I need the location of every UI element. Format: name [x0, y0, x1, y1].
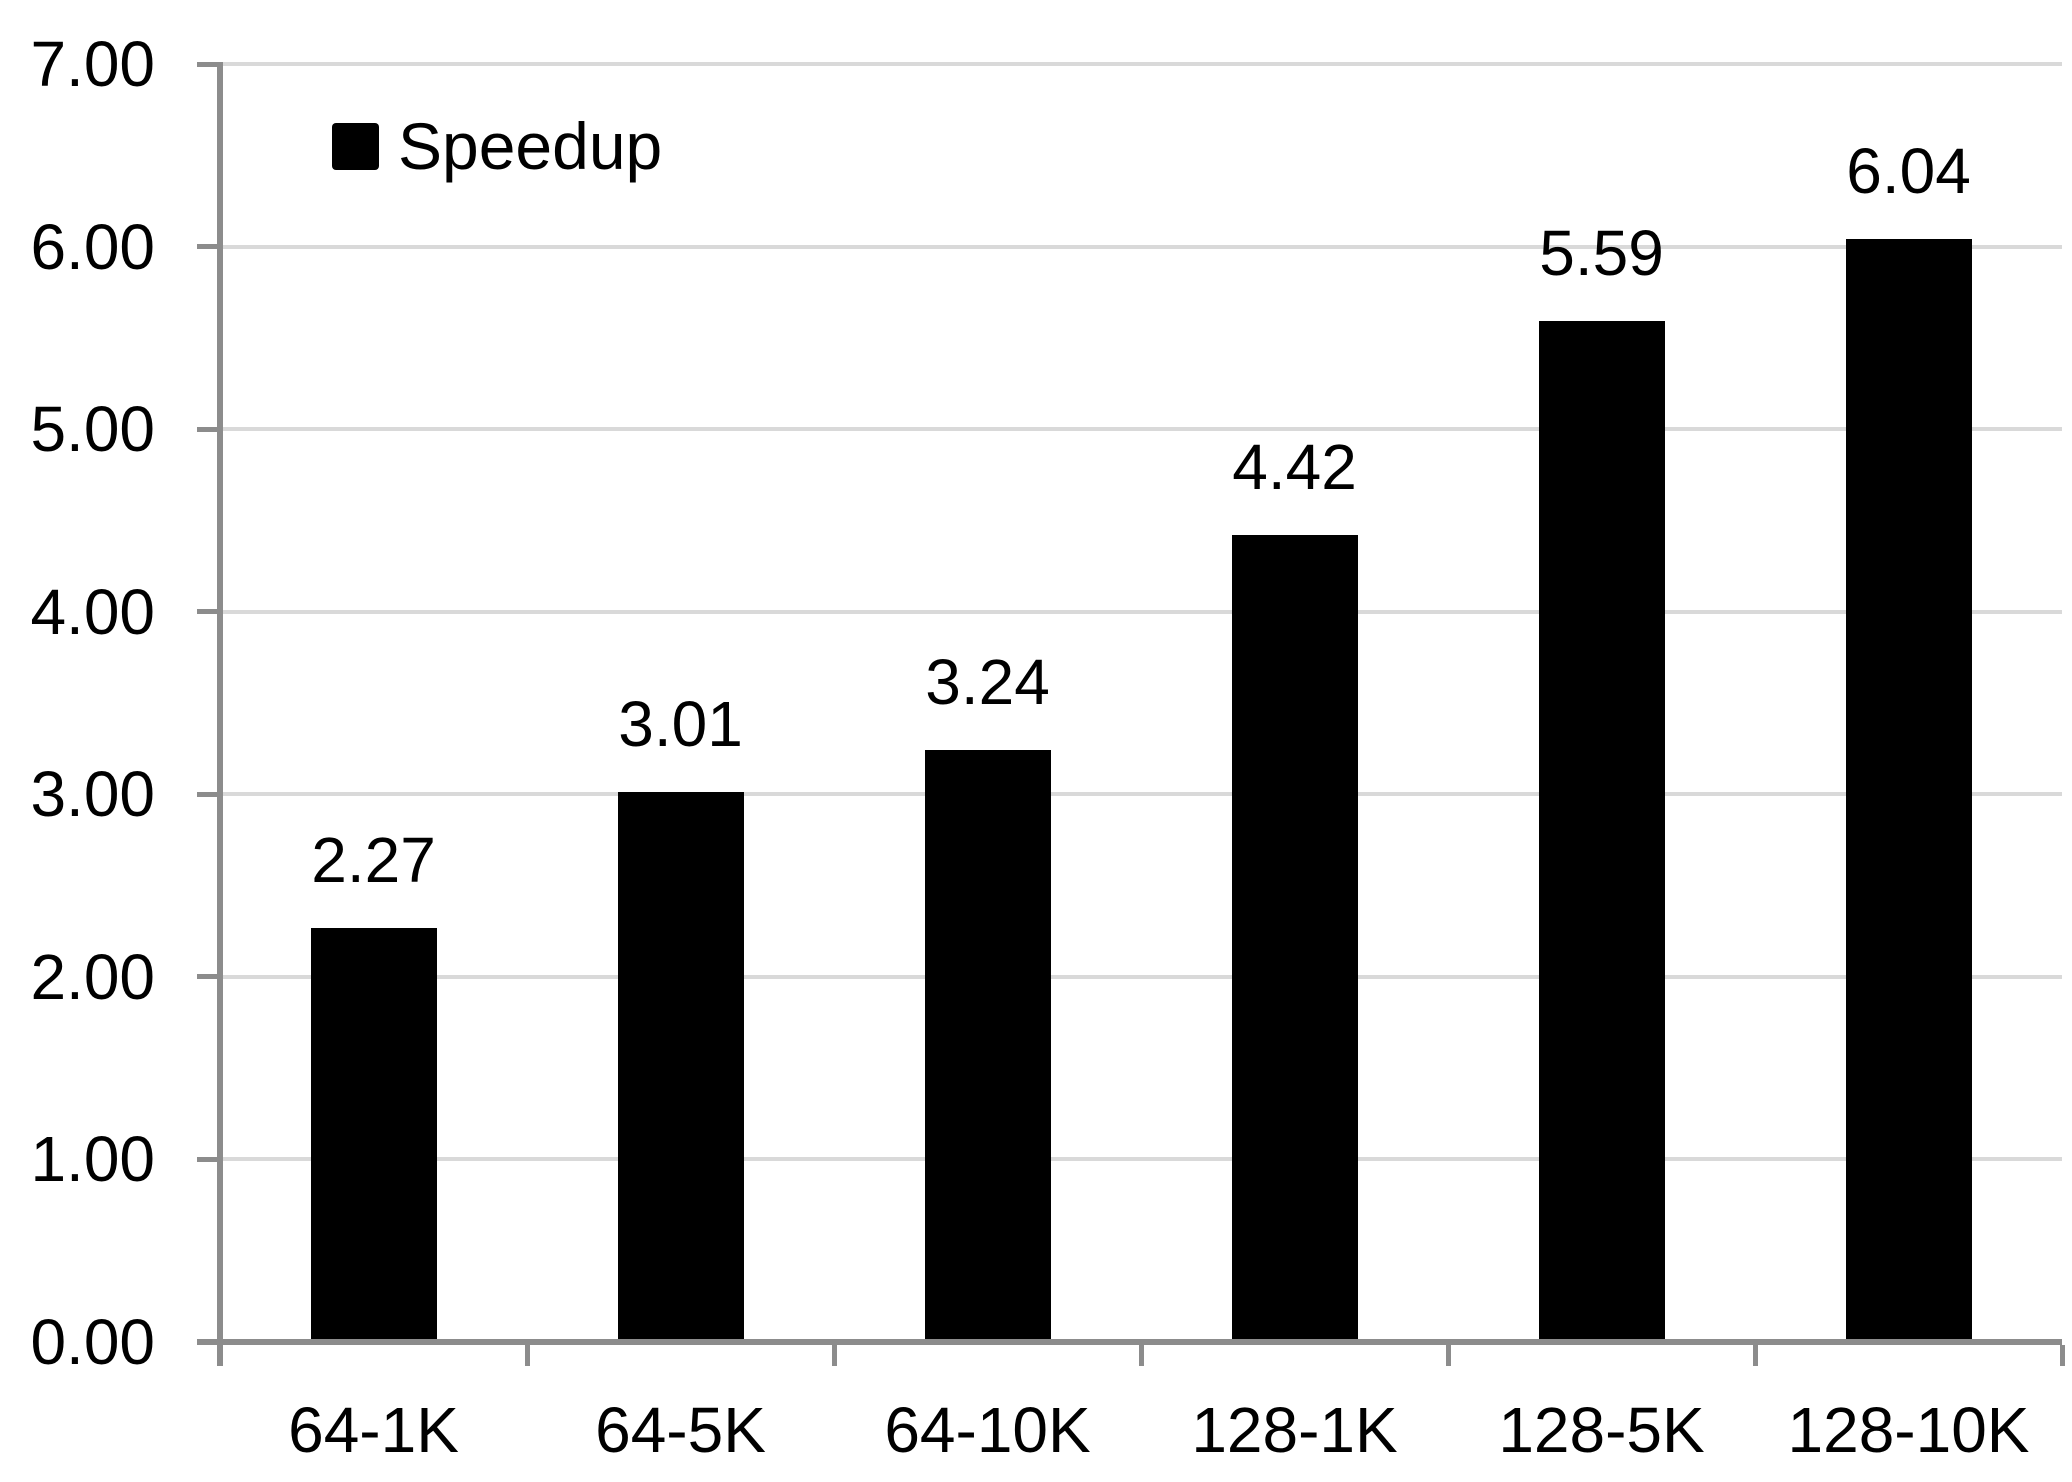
x-tick — [1752, 1345, 1758, 1366]
bar-value-label: 6.04 — [1846, 135, 1971, 208]
y-gridline — [220, 244, 2062, 249]
x-tick — [1138, 1345, 1144, 1366]
bar-value-label: 5.59 — [1539, 217, 1664, 290]
x-category-label: 128-1K — [1191, 1394, 1398, 1466]
bar — [310, 927, 437, 1342]
x-category-label: 128-10K — [1787, 1394, 2030, 1466]
bar-value-label: 4.42 — [1232, 431, 1357, 504]
y-gridline — [220, 62, 2062, 66]
bar-value-label: 2.27 — [311, 823, 436, 896]
y-tick — [197, 426, 220, 432]
y-axis-tick-label: 3.00 — [30, 758, 155, 831]
bar-value-label: 3.01 — [618, 688, 743, 761]
x-category-label: 128-5K — [1498, 1394, 1705, 1466]
bar — [1538, 321, 1665, 1342]
y-axis-tick-label: 4.00 — [30, 575, 155, 648]
y-axis-tick-label: 2.00 — [30, 940, 155, 1013]
legend-swatch — [332, 122, 379, 170]
y-tick — [197, 244, 220, 250]
bar — [924, 750, 1051, 1342]
y-axis-tick-label: 1.00 — [30, 1123, 155, 1196]
bar — [617, 792, 744, 1342]
y-axis-tick-label: 6.00 — [30, 210, 155, 283]
bar-value-label: 3.24 — [925, 646, 1050, 719]
x-tick — [1445, 1345, 1451, 1366]
bar — [1231, 535, 1358, 1342]
x-axis-line — [197, 1339, 2062, 1345]
y-gridline — [220, 792, 2062, 797]
y-gridline — [220, 974, 2062, 979]
x-category-label: 64-5K — [595, 1394, 766, 1466]
y-gridline — [220, 609, 2062, 614]
x-tick — [524, 1345, 530, 1366]
y-axis-tick-label: 7.00 — [30, 28, 155, 100]
y-gridline — [220, 427, 2062, 432]
x-tick — [2059, 1345, 2065, 1366]
y-tick — [197, 791, 220, 797]
y-axis-tick-label: 5.00 — [30, 393, 155, 466]
y-gridline — [220, 1157, 2062, 1162]
x-category-label: 64-10K — [884, 1394, 1091, 1466]
y-axis-line — [217, 62, 223, 1366]
y-tick — [197, 609, 220, 615]
x-category-label: 64-1K — [288, 1394, 459, 1466]
bar — [1845, 239, 1972, 1342]
y-tick — [197, 1156, 220, 1162]
legend-label: Speedup — [398, 109, 663, 183]
y-tick — [197, 974, 220, 980]
y-axis-tick-label: 0.00 — [30, 1306, 155, 1378]
x-tick — [831, 1345, 837, 1366]
y-tick — [197, 61, 220, 67]
legend: Speedup — [332, 109, 663, 183]
